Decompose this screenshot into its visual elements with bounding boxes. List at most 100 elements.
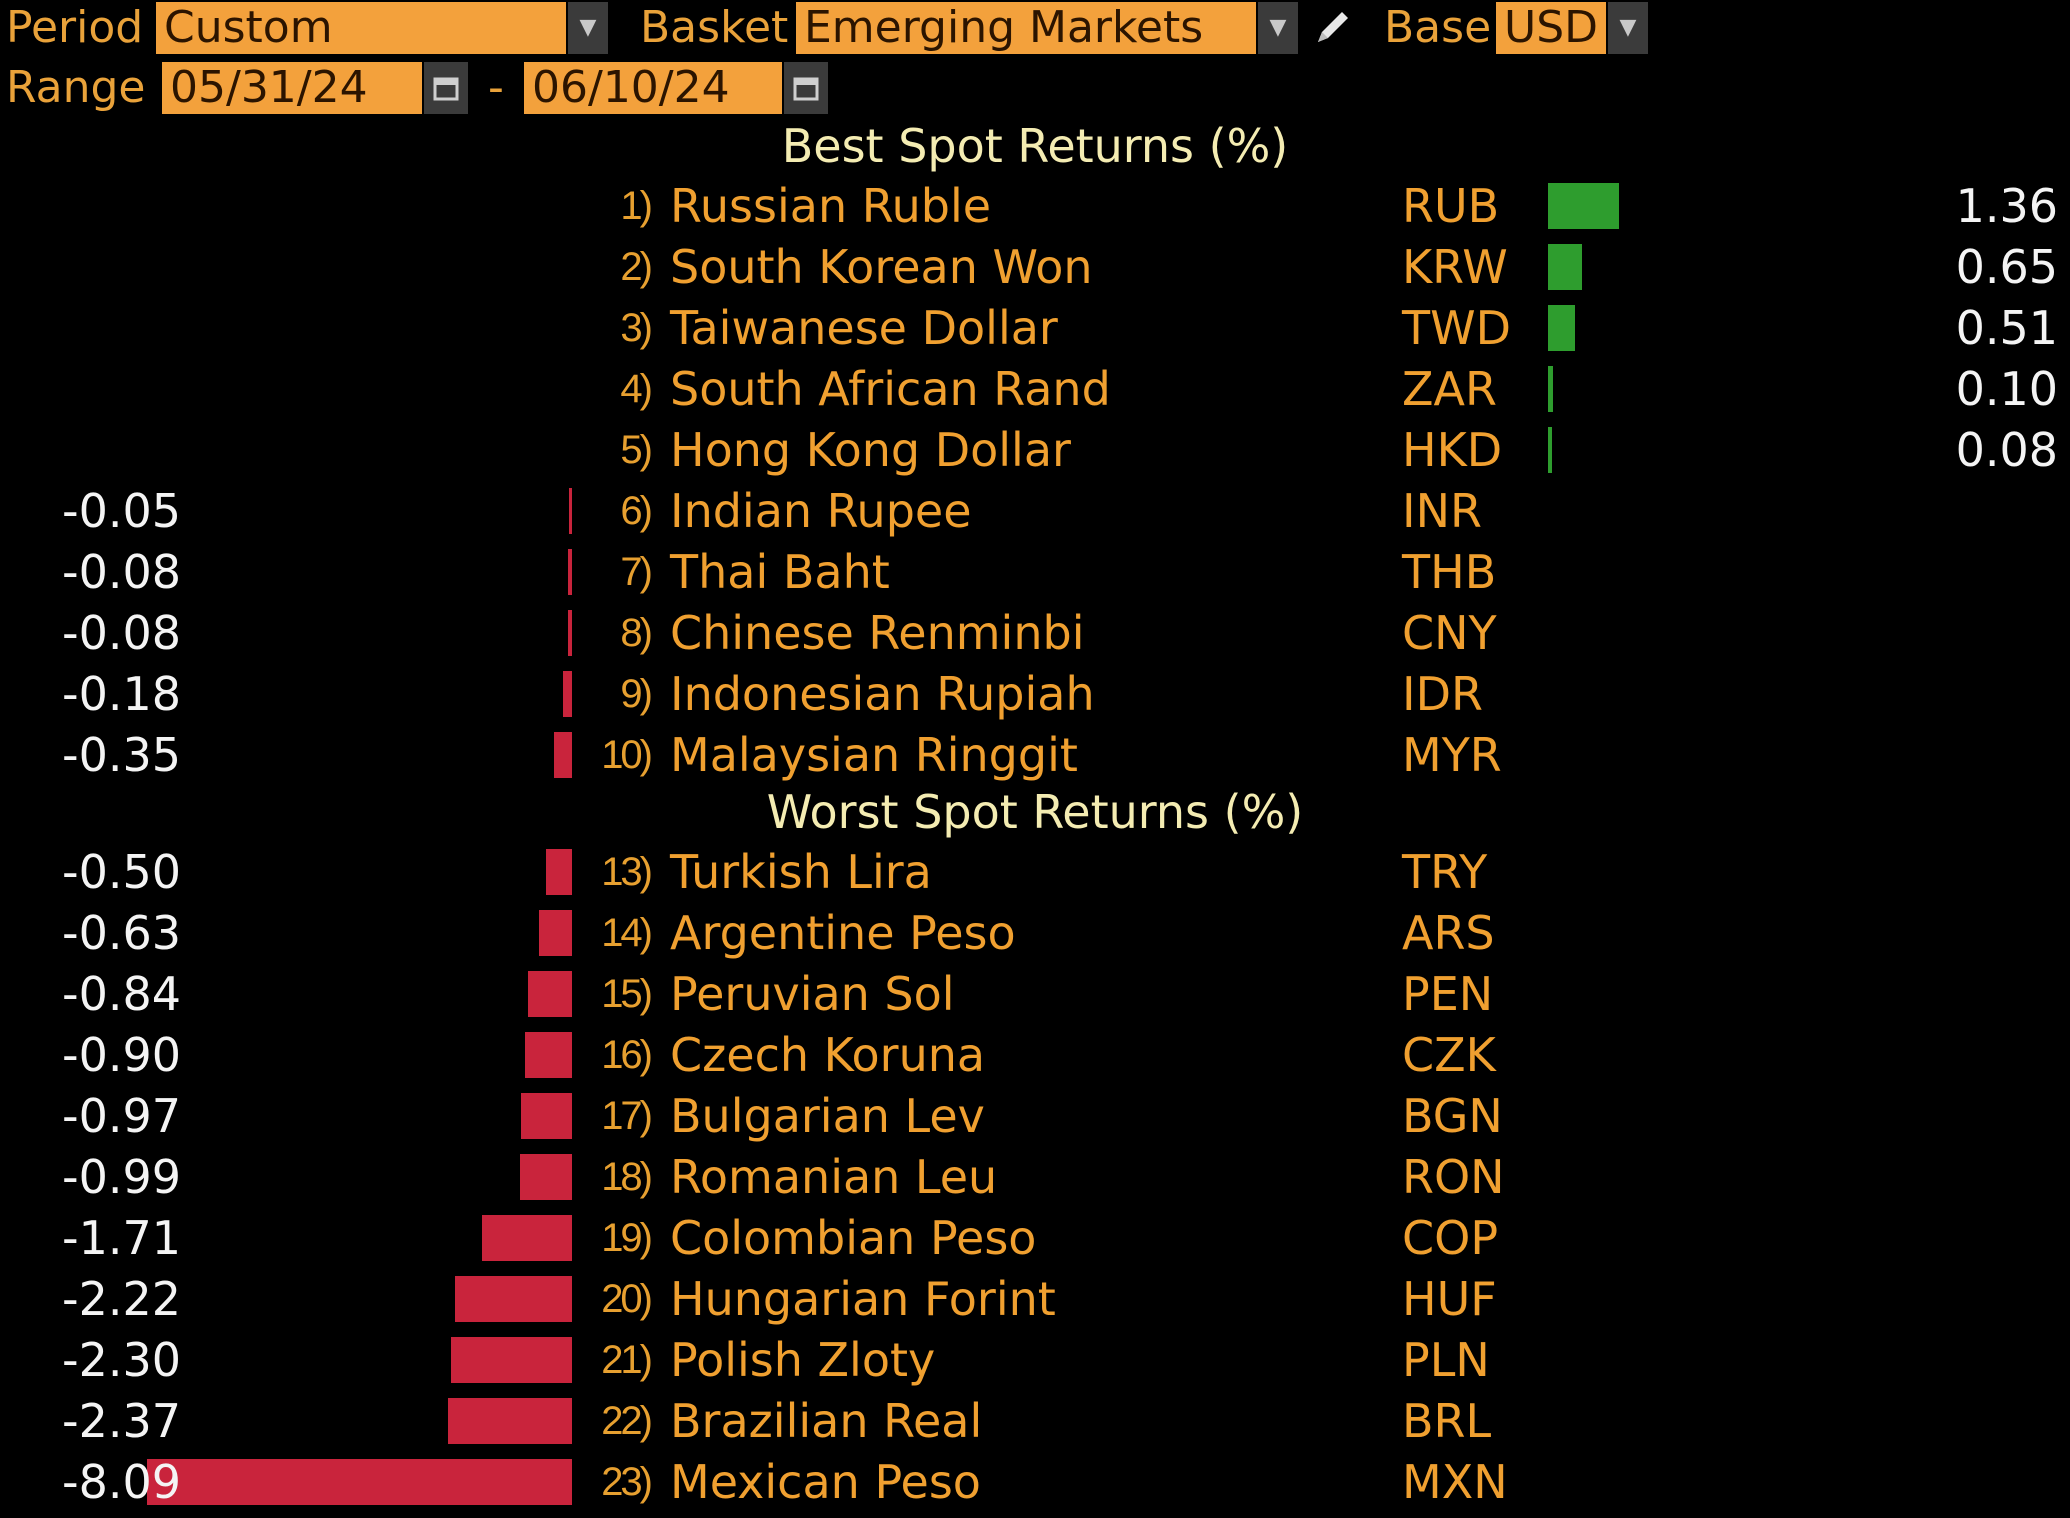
currency-name[interactable]: Indonesian Rupiah <box>670 667 1095 721</box>
currency-code: PEN <box>1402 967 1494 1021</box>
period-dropdown-arrow-icon[interactable]: ▼ <box>568 2 608 54</box>
currency-code: TRY <box>1402 845 1488 899</box>
table-row[interactable]: 17) Bulgarian Lev BGN -0.97 <box>0 1086 2070 1146</box>
return-value: -0.08 <box>62 606 182 660</box>
table-row[interactable]: 20) Hungarian Forint HUF -2.22 <box>0 1269 2070 1329</box>
range-end-calendar-icon[interactable] <box>784 62 828 114</box>
table-row[interactable]: 14) Argentine Peso ARS -0.63 <box>0 903 2070 963</box>
negative-return-bar <box>527 971 572 1017</box>
table-row[interactable]: 10) Malaysian Ringgit MYR -0.35 <box>0 725 2070 785</box>
table-row[interactable]: 8) Chinese Renminbi CNY -0.08 <box>0 603 2070 663</box>
return-value: 0.65 <box>1955 240 2058 294</box>
currency-name[interactable]: Czech Koruna <box>670 1028 986 1082</box>
currency-name[interactable]: Indian Rupee <box>670 484 972 538</box>
table-row[interactable]: 21) Polish Zloty PLN -2.30 <box>0 1330 2070 1390</box>
table-row[interactable]: 3) Taiwanese Dollar TWD 0.51 <box>0 298 2070 358</box>
currency-code: CNY <box>1402 606 1497 660</box>
currency-name[interactable]: Argentine Peso <box>670 906 1016 960</box>
currency-name[interactable]: Colombian Peso <box>670 1211 1037 1265</box>
table-row[interactable]: 9) Indonesian Rupiah IDR -0.18 <box>0 664 2070 724</box>
rank-number: 23) <box>601 1460 653 1504</box>
currency-name[interactable]: Polish Zloty <box>670 1333 936 1387</box>
rank-number: 22) <box>601 1399 653 1443</box>
rank-number: 10) <box>601 733 653 777</box>
return-value: -0.08 <box>62 545 182 599</box>
currency-code: INR <box>1402 484 1482 538</box>
currency-name[interactable]: Malaysian Ringgit <box>670 728 1078 782</box>
negative-return-bar <box>451 1337 572 1383</box>
table-row[interactable]: 6) Indian Rupee INR -0.05 <box>0 481 2070 541</box>
currency-code: PLN <box>1402 1333 1490 1387</box>
negative-return-bar <box>562 671 572 717</box>
currency-code: MYR <box>1402 728 1502 782</box>
range-separator: - <box>488 62 504 113</box>
base-select[interactable]: USD <box>1496 2 1606 54</box>
table-row[interactable]: 18) Romanian Leu RON -0.99 <box>0 1147 2070 1207</box>
table-row[interactable]: 22) Brazilian Real BRL -2.37 <box>0 1391 2070 1451</box>
return-value: 1.36 <box>1955 179 2058 233</box>
range-start-calendar-icon[interactable] <box>424 62 468 114</box>
range-start-input[interactable]: 05/31/24 <box>162 62 422 114</box>
currency-name[interactable]: Mexican Peso <box>670 1455 981 1509</box>
pencil-icon[interactable] <box>1310 4 1356 50</box>
currency-code: HUF <box>1402 1272 1497 1326</box>
currency-name[interactable]: South Korean Won <box>670 240 1093 294</box>
negative-return-bar <box>545 849 572 895</box>
return-value: -8.09 <box>62 1455 182 1509</box>
table-row[interactable]: 4) South African Rand ZAR 0.10 <box>0 359 2070 419</box>
table-row[interactable]: 13) Turkish Lira TRY -0.50 <box>0 842 2070 902</box>
positive-return-bar <box>1548 183 1619 229</box>
currency-code: CZK <box>1402 1028 1496 1082</box>
rank-number: 6) <box>620 489 653 533</box>
currency-name[interactable]: Hong Kong Dollar <box>670 423 1071 477</box>
best-returns-title: Best Spot Returns (%) <box>781 119 1289 173</box>
base-label: Base <box>1384 2 1492 53</box>
basket-select[interactable]: Emerging Markets <box>796 2 1256 54</box>
rank-number: 19) <box>601 1216 653 1260</box>
return-value: -2.22 <box>62 1272 182 1326</box>
negative-return-bar <box>147 1459 572 1505</box>
currency-name[interactable]: Chinese Renminbi <box>670 606 1085 660</box>
currency-name[interactable]: South African Rand <box>670 362 1111 416</box>
currency-name[interactable]: Hungarian Forint <box>670 1272 1056 1326</box>
return-value: -0.90 <box>62 1028 182 1082</box>
currency-name[interactable]: Turkish Lira <box>670 845 932 899</box>
basket-label: Basket <box>640 2 789 53</box>
currency-name[interactable]: Brazilian Real <box>670 1394 983 1448</box>
currency-name[interactable]: Taiwanese Dollar <box>670 301 1058 355</box>
table-row[interactable]: 16) Czech Koruna CZK -0.90 <box>0 1025 2070 1085</box>
table-row[interactable]: 15) Peruvian Sol PEN -0.84 <box>0 964 2070 1024</box>
range-end-input[interactable]: 06/10/24 <box>524 62 782 114</box>
negative-return-bar <box>538 910 572 956</box>
rank-number: 2) <box>620 245 653 289</box>
table-row[interactable]: 7) Thai Baht THB -0.08 <box>0 542 2070 602</box>
currency-name[interactable]: Romanian Leu <box>670 1150 998 1204</box>
table-row[interactable]: 5) Hong Kong Dollar HKD 0.08 <box>0 420 2070 480</box>
currency-code: ARS <box>1402 906 1495 960</box>
negative-return-bar <box>447 1398 572 1444</box>
base-dropdown-arrow-icon[interactable]: ▼ <box>1608 2 1648 54</box>
currency-code: IDR <box>1402 667 1483 721</box>
return-value: -0.63 <box>62 906 182 960</box>
table-row[interactable]: 2) South Korean Won KRW 0.65 <box>0 237 2070 297</box>
rank-number: 1) <box>620 184 653 228</box>
rank-number: 8) <box>620 611 653 655</box>
currency-code: BGN <box>1402 1089 1503 1143</box>
currency-name[interactable]: Peruvian Sol <box>670 967 955 1021</box>
currency-name[interactable]: Thai Baht <box>670 545 890 599</box>
positive-return-bar <box>1548 366 1554 412</box>
positive-return-bar <box>1548 305 1575 351</box>
currency-code: ZAR <box>1402 362 1497 416</box>
return-value: 0.08 <box>1955 423 2058 477</box>
currency-code: BRL <box>1402 1394 1492 1448</box>
positive-return-bar <box>1548 427 1553 473</box>
return-value: 0.51 <box>1955 301 2058 355</box>
currency-code: THB <box>1402 545 1497 599</box>
basket-dropdown-arrow-icon[interactable]: ▼ <box>1258 2 1298 54</box>
table-row[interactable]: 1) Russian Ruble RUB 1.36 <box>0 176 2070 236</box>
table-row[interactable]: 23) Mexican Peso MXN -8.09 <box>0 1452 2070 1512</box>
table-row[interactable]: 19) Colombian Peso COP -1.71 <box>0 1208 2070 1268</box>
currency-name[interactable]: Russian Ruble <box>670 179 992 233</box>
period-select[interactable]: Custom <box>156 2 566 54</box>
currency-name[interactable]: Bulgarian Lev <box>670 1089 985 1143</box>
